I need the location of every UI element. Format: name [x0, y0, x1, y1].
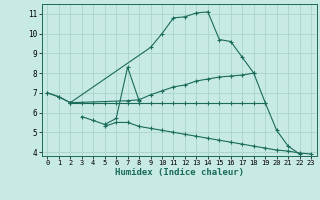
X-axis label: Humidex (Indice chaleur): Humidex (Indice chaleur) — [115, 168, 244, 177]
